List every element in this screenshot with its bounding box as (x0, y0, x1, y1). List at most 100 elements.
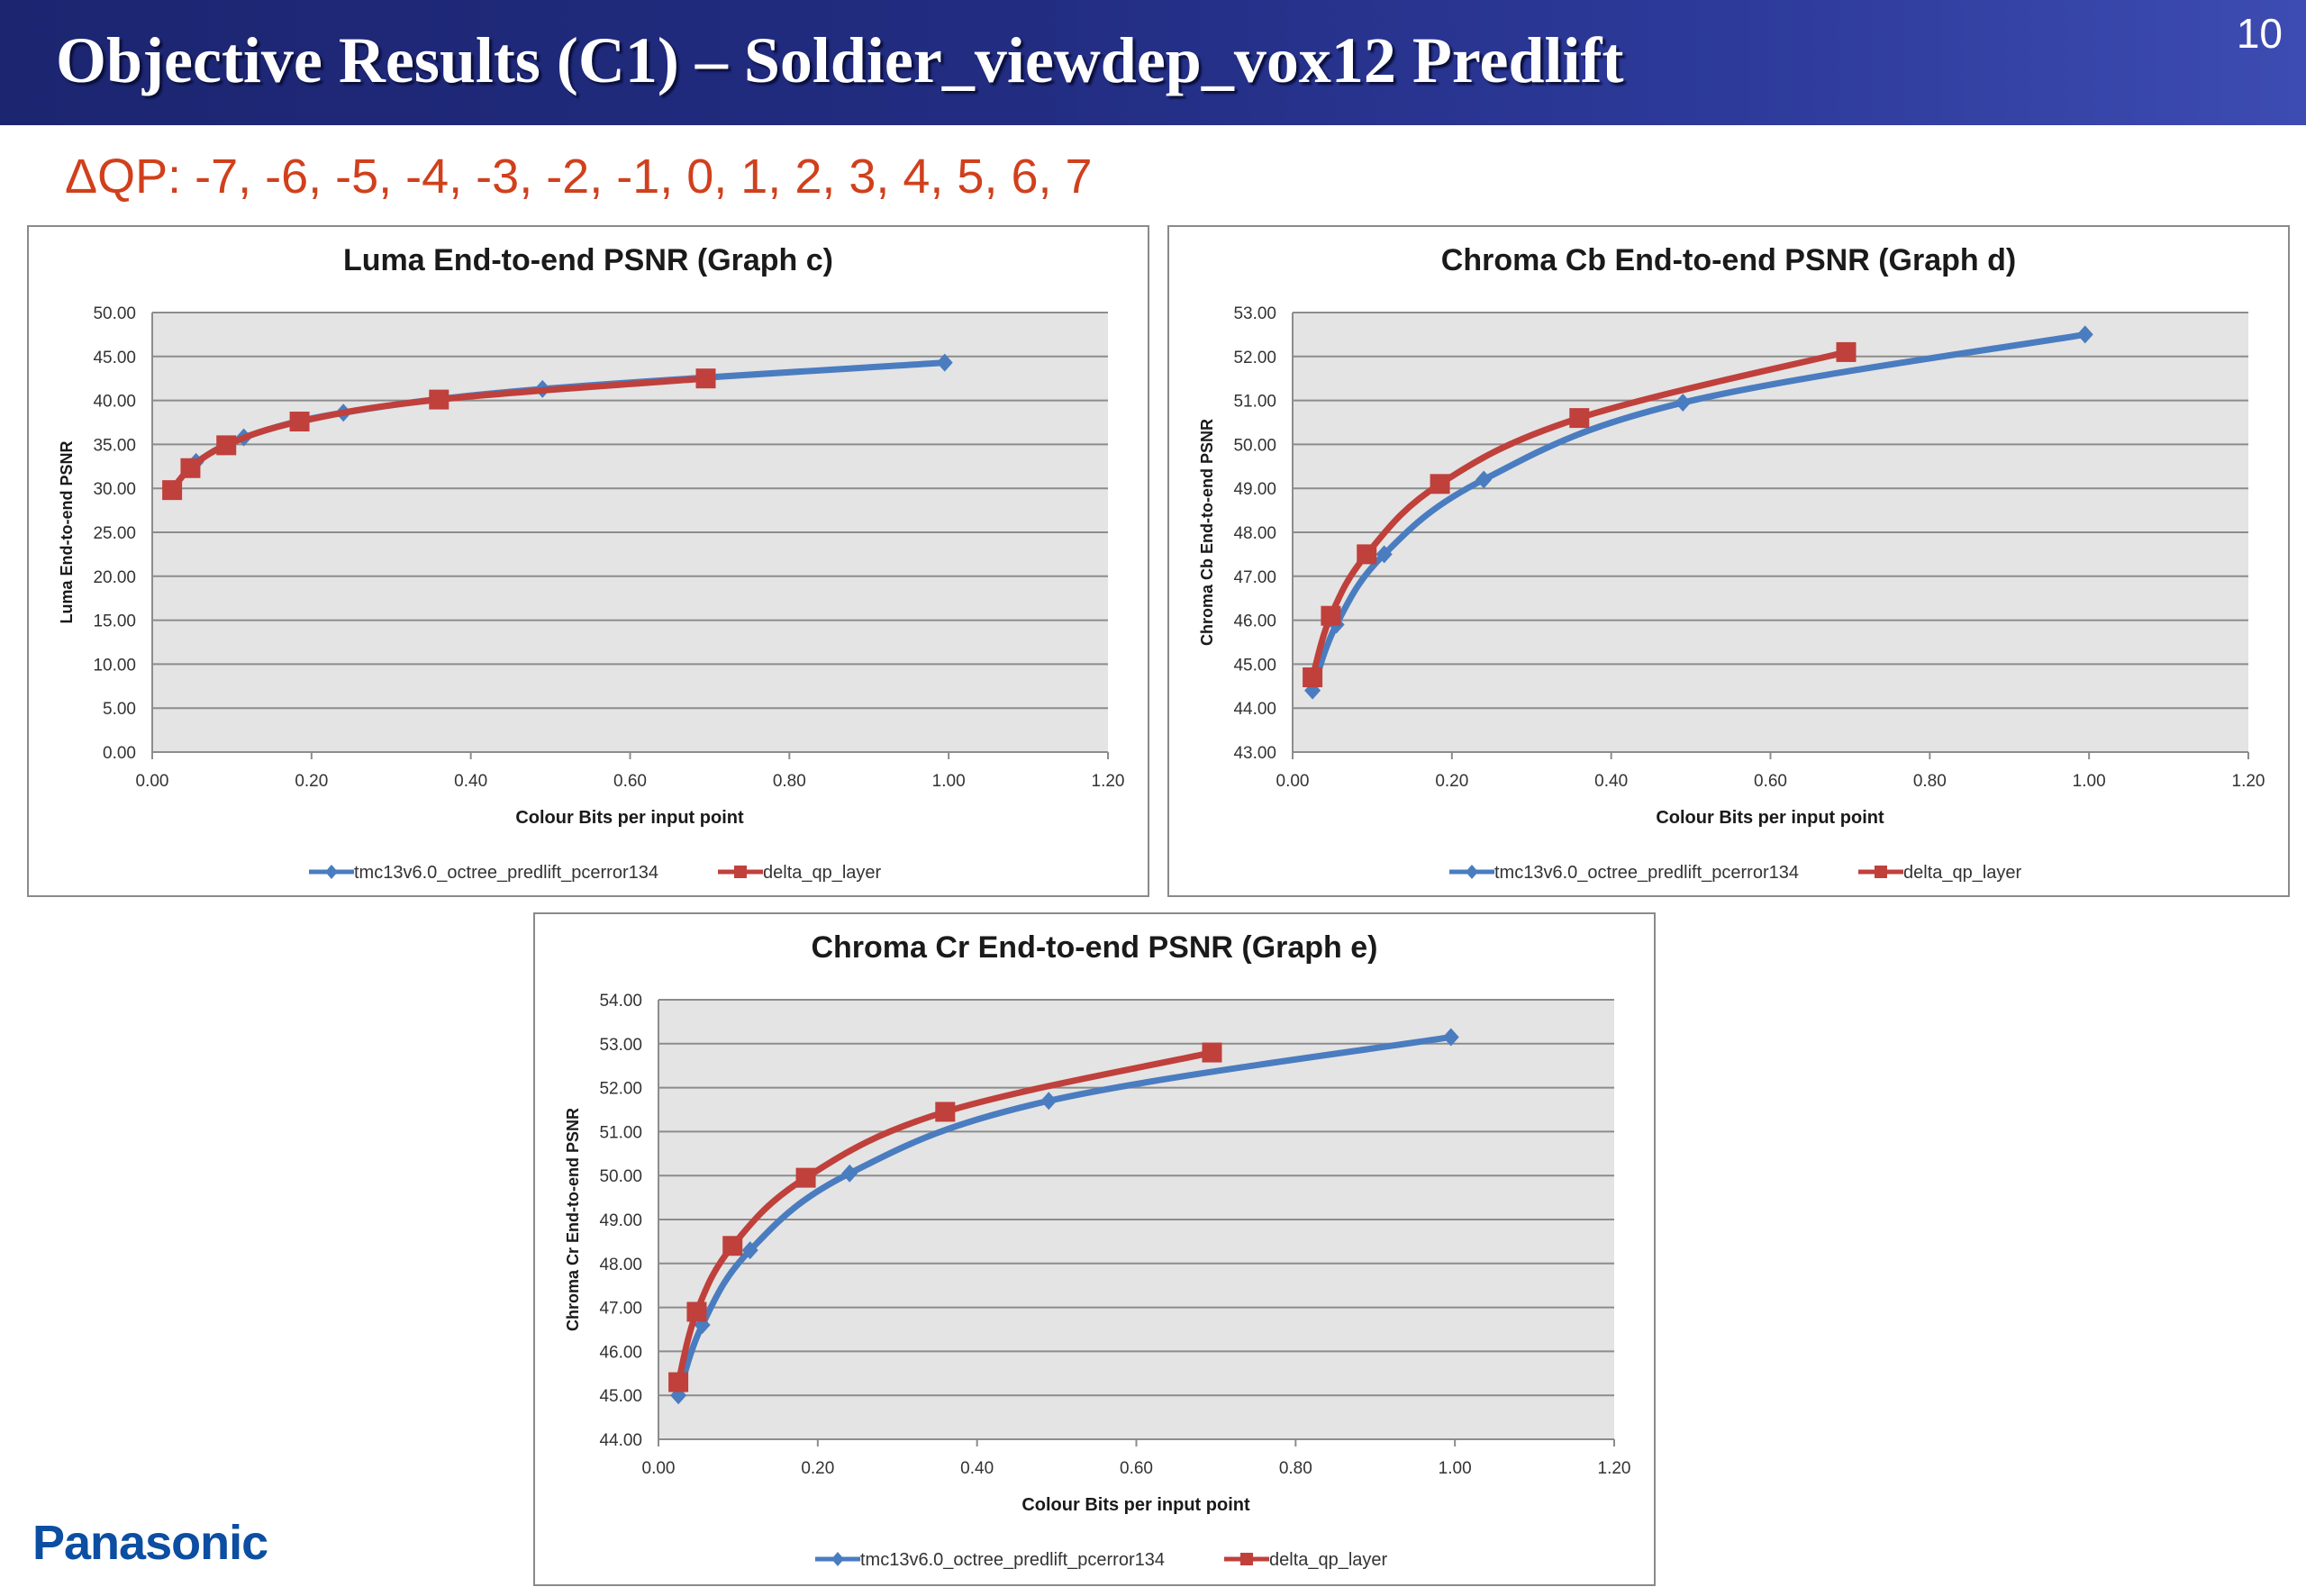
y-tick-label: 15.00 (93, 612, 136, 631)
x-tick-label: 0.40 (960, 1459, 994, 1478)
x-tick-label: 1.20 (2232, 772, 2265, 791)
y-tick-label: 49.00 (599, 1211, 642, 1230)
y-axis-label: Chroma Cr End-to-end PSNR (564, 1108, 582, 1331)
data-point-square (1430, 474, 1450, 494)
x-tick-label: 1.20 (1598, 1459, 1631, 1478)
data-point-diamond (2076, 325, 2093, 344)
data-point-diamond (936, 353, 953, 372)
x-tick-label: 0.60 (1754, 772, 1787, 791)
slide-title: Objective Results (C1) – Soldier_viewdep… (56, 24, 1624, 96)
y-tick-label: 40.00 (93, 393, 136, 412)
y-tick-label: 35.00 (93, 436, 136, 455)
data-point-diamond (670, 1386, 687, 1405)
luma-chart-panel: Luma End-to-end PSNR (Graph c) 0.00 5.00 10… (27, 225, 1149, 897)
y-tick-label: 51.00 (1233, 393, 1276, 412)
y-tick-label: 5.00 (103, 700, 136, 719)
luma-psnr-chart: Luma End-to-end PSNR (Graph c) 0.00 5.00 10… (58, 243, 1125, 883)
x-tick-label: 0.60 (1120, 1459, 1153, 1478)
chroma-cb-chart-panel: Chroma Cb End-to-end PSNR (Graph d) 43.00… (1167, 225, 2290, 897)
x-tick-label: 1.00 (1439, 1459, 1472, 1478)
data-point-diamond (1675, 394, 1692, 413)
y-tick-label: 52.00 (1233, 349, 1276, 367)
data-point-diamond (1040, 1092, 1058, 1111)
legend-marker-diamond (325, 865, 338, 879)
y-tick-label: 49.00 (1233, 480, 1276, 499)
chart-title: Luma End-to-end PSNR (Graph c) (343, 243, 833, 277)
chroma-cb-psnr-chart: Chroma Cb End-to-end PSNR (Graph d) 43.00… (1198, 243, 2265, 883)
y-tick-label: 45.00 (93, 349, 136, 367)
data-point-square (795, 1167, 816, 1188)
legend-marker-diamond (831, 1552, 844, 1566)
legend-label: tmc13v6.0_octree_predlift_pcerror134 (354, 863, 658, 883)
x-tick-label: 0.80 (1279, 1459, 1312, 1478)
legend-label: delta_qp_layer (763, 863, 882, 883)
chroma-cr-psnr-chart: Chroma Cr End-to-end PSNR (Graph e) 44.00… (564, 930, 1631, 1570)
data-point-diamond (1375, 545, 1393, 564)
legend-marker-square (1875, 866, 1887, 878)
data-point-diamond (1442, 1028, 1459, 1047)
y-tick-label: 43.00 (1233, 744, 1276, 763)
y-tick-label: 25.00 (93, 524, 136, 543)
y-tick-label: 47.00 (599, 1300, 642, 1319)
data-point-square (668, 1372, 689, 1392)
y-tick-label: 50.00 (599, 1167, 642, 1186)
data-point-square (1321, 605, 1341, 626)
y-tick-label: 52.00 (599, 1080, 642, 1099)
data-point-diamond (741, 1241, 758, 1260)
x-tick-label: 0.20 (1435, 772, 1468, 791)
data-point-square (216, 435, 237, 456)
slide-number: 10 (2236, 10, 2283, 57)
y-tick-label: 30.00 (93, 480, 136, 499)
data-point-square (1303, 667, 1323, 688)
x-tick-label: 0.80 (773, 772, 806, 791)
legend-marker-square (734, 866, 747, 878)
y-tick-label: 48.00 (1233, 524, 1276, 543)
y-tick-label: 50.00 (93, 304, 136, 323)
delta-qp-list: ΔQP: -7, -6, -5, -4, -3, -2, -1, 0, 1, 2… (65, 150, 1093, 204)
chart-title: Chroma Cr End-to-end PSNR (Graph e) (811, 930, 1377, 965)
y-tick-label: 50.00 (1233, 436, 1276, 455)
y-tick-label: 46.00 (599, 1343, 642, 1362)
data-point-square (1357, 544, 1377, 565)
legend-label: delta_qp_layer (1903, 863, 2022, 883)
x-tick-label: 0.40 (1594, 772, 1628, 791)
x-tick-label: 1.00 (932, 772, 966, 791)
data-point-square (722, 1236, 743, 1256)
y-tick-label: 53.00 (599, 1036, 642, 1055)
y-tick-label: 44.00 (1233, 700, 1276, 719)
data-point-square (162, 480, 183, 501)
y-tick-label: 45.00 (1233, 656, 1276, 675)
y-tick-label: 0.00 (103, 744, 136, 763)
x-axis-label: Colour Bits per input point (1021, 1495, 1250, 1515)
y-tick-label: 51.00 (599, 1123, 642, 1142)
data-point-square (429, 389, 449, 410)
data-point-diamond (841, 1164, 858, 1183)
x-tick-label: 0.40 (454, 772, 487, 791)
x-tick-label: 1.00 (2073, 772, 2106, 791)
x-tick-label: 0.60 (613, 772, 647, 791)
data-point-square (1836, 341, 1857, 362)
data-point-square (695, 368, 716, 389)
data-point-square (1202, 1042, 1222, 1063)
legend-label: tmc13v6.0_octree_predlift_pcerror134 (860, 1550, 1165, 1570)
x-tick-label: 0.00 (1276, 772, 1310, 791)
x-tick-label: 0.20 (295, 772, 328, 791)
chroma-cr-chart-panel: Chroma Cr End-to-end PSNR (Graph e) 44.00… (533, 912, 1656, 1586)
data-point-square (1569, 408, 1590, 429)
y-axis-label: Chroma Cb End-to-end PSNR (1198, 419, 1216, 646)
y-tick-label: 47.00 (1233, 568, 1276, 587)
legend-marker-diamond (1466, 865, 1478, 879)
chart-title: Chroma Cb End-to-end PSNR (Graph d) (1441, 243, 2016, 277)
y-tick-label: 48.00 (599, 1256, 642, 1274)
data-point-square (935, 1102, 956, 1122)
legend-label: tmc13v6.0_octree_predlift_pcerror134 (1494, 863, 1799, 883)
x-tick-label: 1.20 (1092, 772, 1125, 791)
y-tick-label: 10.00 (93, 656, 136, 675)
x-tick-label: 0.00 (642, 1459, 676, 1478)
x-axis-label: Colour Bits per input point (515, 808, 744, 828)
panasonic-logo: Panasonic (32, 1516, 268, 1570)
y-tick-label: 45.00 (599, 1387, 642, 1406)
legend-label: delta_qp_layer (1269, 1550, 1388, 1570)
y-tick-label: 44.00 (599, 1431, 642, 1450)
x-tick-label: 0.00 (136, 772, 169, 791)
